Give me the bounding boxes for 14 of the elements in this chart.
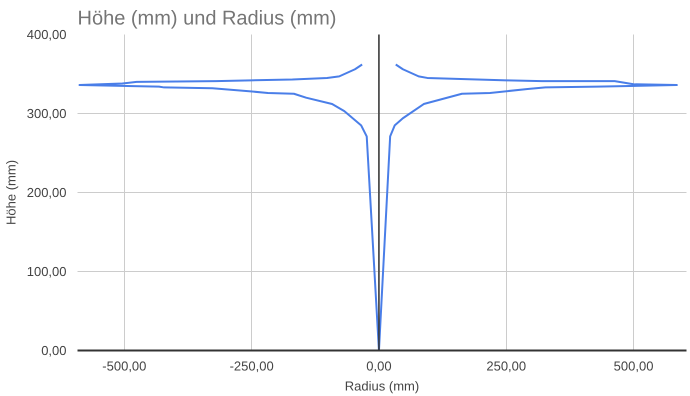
line-series [78, 64, 678, 350]
y-axis-title: Höhe (mm) [4, 160, 19, 226]
x-tick-label: -500,00 [102, 358, 146, 374]
y-tick-label: 300,00 [26, 106, 67, 121]
y-tick-label: 100,00 [26, 264, 67, 279]
y-tick-label: 400,00 [26, 27, 67, 42]
x-tick-label: 500,00 [614, 358, 654, 374]
x-tick-label: 250,00 [486, 358, 526, 374]
chart-title: Höhe (mm) und Radius (mm) [78, 8, 336, 30]
x-axis-title: Radius (mm) [344, 378, 420, 394]
x-tick-label: -250,00 [230, 358, 274, 374]
x-tick-label: 0,00 [366, 358, 392, 374]
y-tick-label: 0,00 [41, 343, 67, 358]
y-tick-label: 200,00 [26, 185, 67, 200]
